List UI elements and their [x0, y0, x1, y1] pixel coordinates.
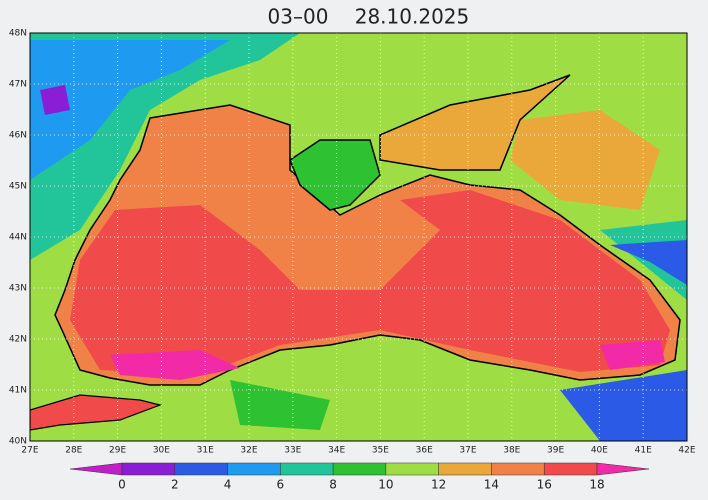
lat-label: 40N [9, 437, 27, 447]
lat-label: 42N [9, 335, 27, 345]
lon-label: 36E [416, 446, 433, 456]
field [230, 380, 330, 430]
colorbar-arrow [596, 462, 650, 476]
colorbar-label: 6 [277, 478, 285, 492]
field [30, 40, 230, 180]
lon-label: 40E [591, 446, 608, 456]
colorbar-box [438, 462, 492, 476]
sea-hot [110, 350, 240, 380]
map: 40N 41N 42N 43N 44N 45N 46N 47N 48N 27E 28E 29E 30E 3… [9, 29, 696, 456]
crimea [289, 139, 381, 211]
colorbar-label: 2 [171, 478, 179, 492]
field [560, 370, 687, 441]
lon-label: 38E [503, 446, 520, 456]
lat-label: 46N [9, 131, 27, 141]
colorbar-box [121, 462, 176, 476]
colorbar-label: 10 [378, 478, 393, 492]
colorbar-label: 16 [537, 478, 552, 492]
colorbar-box [543, 462, 598, 476]
lat-label: 43N [9, 284, 27, 294]
title-date: 28.10.2025 [355, 5, 470, 29]
field [40, 85, 70, 115]
grid: 40N 41N 42N 43N 44N 45N 46N 47N 48N 27E 28E 29E 30E 3… [9, 29, 696, 456]
lon-label: 35E [372, 446, 389, 456]
lon-label: 39E [547, 446, 564, 456]
colorbar-box [174, 462, 228, 476]
field [600, 220, 687, 300]
lat-label: 48N [9, 29, 27, 39]
lon-label: 32E [240, 446, 257, 456]
colorbar-box [227, 462, 281, 476]
lon-label: 41E [635, 446, 652, 456]
colorbar-box [280, 462, 334, 476]
lat-label: 47N [9, 80, 27, 90]
lon-label: 31E [197, 446, 214, 456]
lon-label: 30E [153, 446, 170, 456]
lat-label: 44N [9, 233, 27, 243]
colorbar-label: 8 [329, 478, 337, 492]
lon-label: 33E [284, 446, 301, 456]
title-time: 03–00 [268, 5, 329, 29]
colorbar-box [385, 462, 439, 476]
colorbar-label: 14 [484, 478, 499, 492]
colorbar-label: 4 [224, 478, 232, 492]
lon-label: 34E [328, 446, 345, 456]
lat-label: 45N [9, 182, 27, 192]
field [610, 240, 687, 285]
marmara [30, 394, 163, 431]
lon-label: 29E [109, 446, 126, 456]
colorbar-box [491, 462, 545, 476]
lon-label: 28E [65, 446, 82, 456]
lon-label: 37E [459, 446, 476, 456]
lon-label: 27E [21, 446, 38, 456]
colorbar: 0 2 4 6 8 10 12 14 16 18 [69, 462, 650, 492]
colorbar-label: 0 [118, 478, 126, 492]
frame [29, 32, 688, 442]
sea-hot [600, 340, 665, 370]
lat-label: 41N [9, 386, 27, 396]
colorbar-label: 18 [589, 478, 604, 492]
sea-azov [379, 74, 571, 171]
lon-label: 42E [678, 446, 695, 456]
colorbar-box [332, 462, 387, 476]
sea-warm [70, 190, 670, 375]
colorbar-label: 12 [431, 478, 446, 492]
